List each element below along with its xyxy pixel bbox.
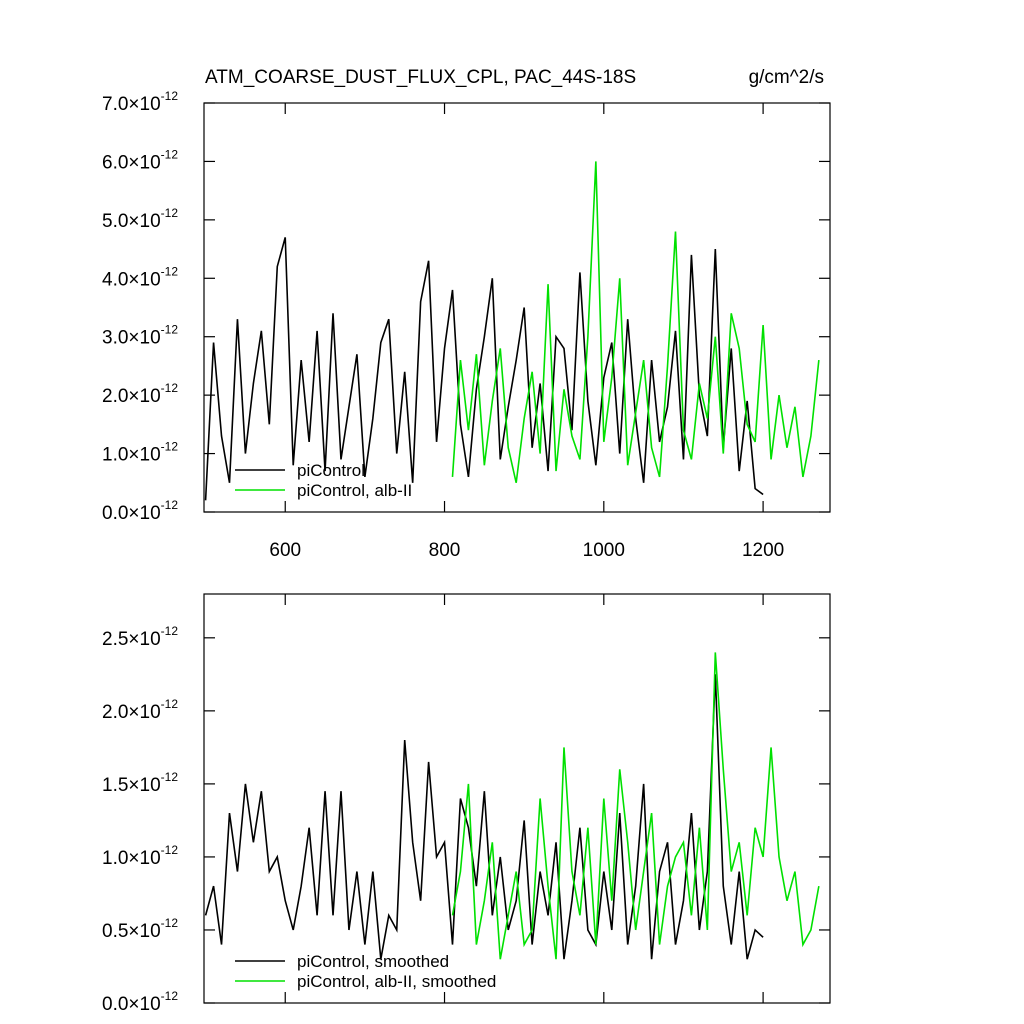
y-tick-label: 0.0×10-12 [102,989,178,1015]
y-tick-label: 1.0×10-12 [102,843,178,869]
units-label: g/cm^2/s [749,67,824,88]
y-tick-exponent: -12 [161,147,179,161]
y-tick-mantissa: 2.0×10 [102,386,161,407]
y-tick-label: 2.0×10-12 [102,381,178,407]
x-tick-label: 600 [269,540,301,561]
y-tick-exponent: -12 [161,697,179,711]
x-tick-label: 1000 [583,540,625,561]
y-tick-label: 1.0×10-12 [102,440,178,466]
plot-frame [203,102,831,513]
x-tick-label: 1200 [742,540,784,561]
series-line [204,237,764,501]
y-tick-exponent: -12 [161,89,179,103]
legend-label: piControl, smoothed [297,952,449,971]
y-tick-exponent: -12 [161,381,179,395]
y-tick-exponent: -12 [161,916,179,930]
y-tick-exponent: -12 [161,624,179,638]
y-tick-exponent: -12 [161,498,179,512]
legend-label: piControl [297,461,365,480]
y-tick-exponent: -12 [161,206,179,220]
y-tick-exponent: -12 [161,989,179,1003]
x-tick-label: 800 [429,540,461,561]
y-tick-mantissa: 2.5×10 [102,629,161,650]
y-tick-label: 5.0×10-12 [102,206,178,232]
y-tick-label: 0.5×10-12 [102,916,178,942]
y-tick-label: 1.5×10-12 [102,770,178,796]
y-tick-mantissa: 2.0×10 [102,702,161,723]
y-tick-label: 0.0×10-12 [102,498,178,524]
y-tick-mantissa: 1.0×10 [102,445,161,466]
y-tick-mantissa: 0.0×10 [102,503,161,524]
y-tick-label: 3.0×10-12 [102,323,178,349]
legend-label: piControl, alb-II, smoothed [297,972,496,991]
y-tick-label: 2.5×10-12 [102,624,178,650]
y-tick-exponent: -12 [161,843,179,857]
y-tick-exponent: -12 [161,323,179,337]
y-tick-mantissa: 0.5×10 [102,921,161,942]
y-tick-mantissa: 1.5×10 [102,775,161,796]
y-tick-mantissa: 6.0×10 [102,152,161,173]
series-line [451,652,820,960]
y-tick-mantissa: 5.0×10 [102,211,161,232]
y-tick-mantissa: 3.0×10 [102,328,161,349]
y-tick-mantissa: 7.0×10 [102,94,161,115]
y-tick-mantissa: 1.0×10 [102,848,161,869]
plot-frame [203,593,831,1004]
y-tick-mantissa: 4.0×10 [102,269,161,290]
y-tick-exponent: -12 [161,770,179,784]
y-tick-label: 6.0×10-12 [102,147,178,173]
y-tick-mantissa: 0.0×10 [102,994,161,1015]
y-tick-label: 4.0×10-12 [102,264,178,290]
legend-label: piControl, alb-II [297,481,412,500]
y-tick-label: 7.0×10-12 [102,89,178,115]
y-tick-label: 2.0×10-12 [102,697,178,723]
y-tick-exponent: -12 [161,264,179,278]
series-line [451,161,820,483]
y-tick-exponent: -12 [161,440,179,454]
chart-title: ATM_COARSE_DUST_FLUX_CPL, PAC_44S-18S [205,67,636,88]
